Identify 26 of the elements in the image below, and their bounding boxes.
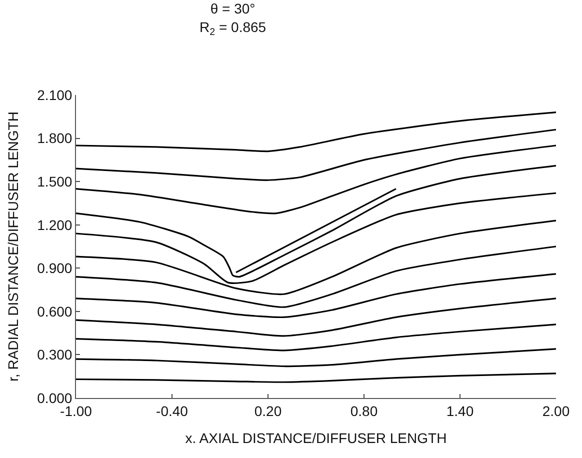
line-series: [76, 112, 556, 152]
line-series: [76, 298, 556, 337]
line-series: [76, 372, 556, 383]
chart-subtitle: R$_{2}$ = 0.865: [200, 18, 266, 38]
y-axis-title: r, RADIAL DISTANCE/DIFFUSER LENGTH: [4, 112, 21, 382]
line-series: [76, 324, 556, 352]
line-series: [76, 246, 556, 308]
x-tick-label: 0.80: [350, 402, 378, 419]
chart-title: θ = 30°: [210, 0, 256, 17]
y-tick-label: 0.900: [37, 260, 72, 276]
y-tick-label: 2.100: [37, 86, 72, 103]
x-tick-label: 1.40: [446, 402, 474, 419]
line-series: [76, 273, 556, 318]
line-series: [76, 144, 556, 214]
y-tick-label: 0.600: [37, 303, 72, 320]
y-tick-label: 0.300: [37, 346, 72, 363]
x-tick-label: 0.20: [254, 402, 282, 419]
line-series: [76, 164, 556, 278]
line-series: [76, 348, 556, 368]
x-axis-title: x. AXIAL DISTANCE/DIFFUSER LENGTH: [185, 430, 447, 446]
y-tick-label: 1.500: [37, 173, 72, 190]
x-tick-label: -0.40: [156, 402, 188, 419]
y-tick-label: 1.800: [37, 130, 72, 146]
line-series: [76, 128, 556, 181]
x-tick-label: 2.00: [542, 402, 570, 419]
y-tick-label: 1.200: [37, 216, 72, 233]
